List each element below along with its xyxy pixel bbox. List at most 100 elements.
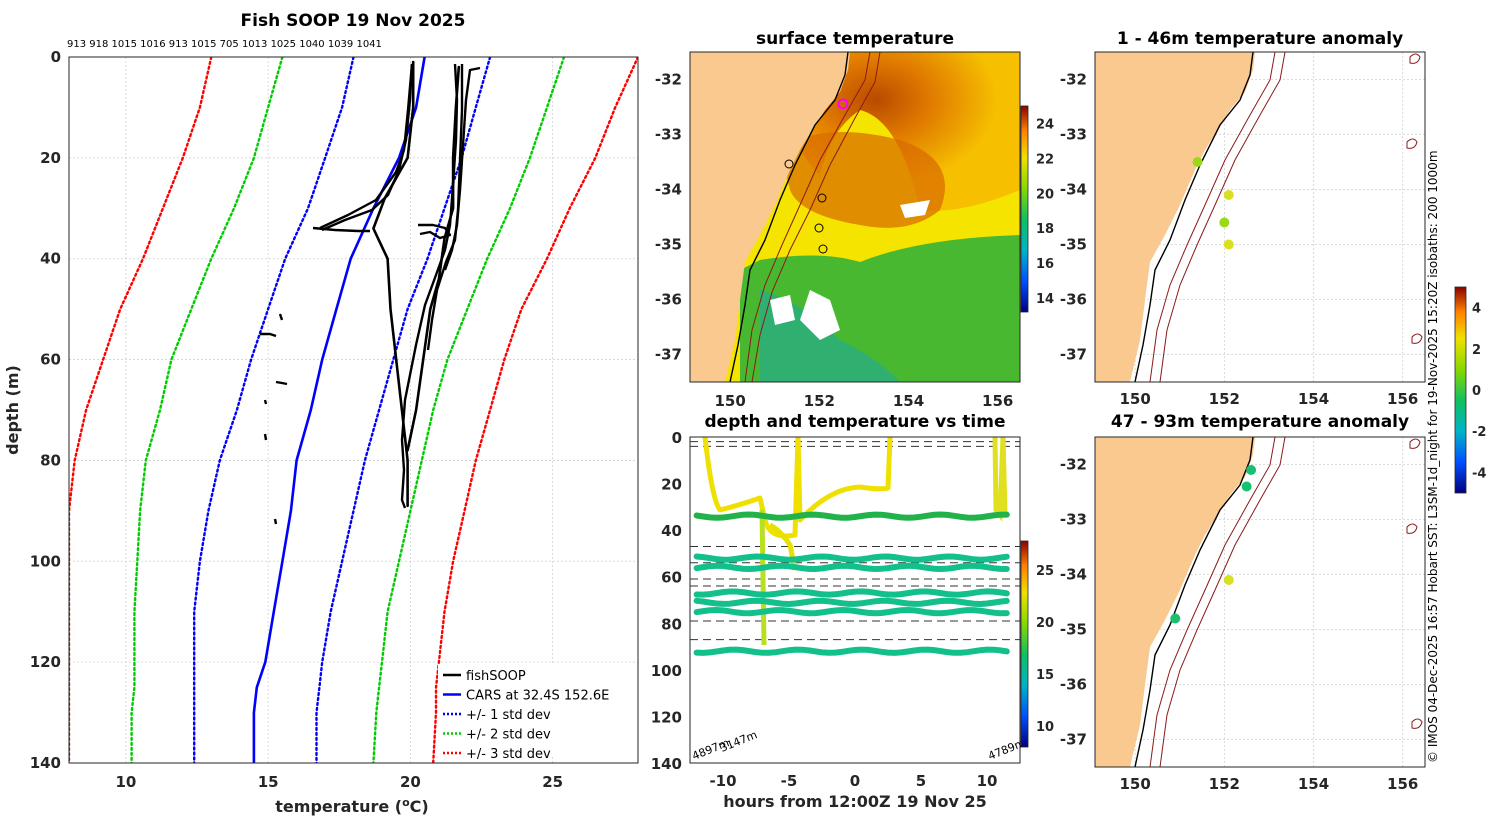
legend-label: +/- 1 std dev (466, 708, 551, 723)
map-lat-label: -32 (1060, 456, 1087, 474)
fishsoop-segment (400, 63, 459, 509)
timeplot-x-label: 0 (850, 772, 860, 790)
map-lon-label: 150 (1119, 775, 1150, 793)
sst-cbar-label: 20 (1036, 187, 1054, 202)
anomaly-shallow-panel: 1 - 46m temperature anomaly 150 152 154 156… (1060, 29, 1426, 408)
sst-station-marker (814, 223, 824, 233)
anomaly-point (1192, 157, 1203, 167)
timeplot-axes-frame (689, 436, 1021, 764)
sst-station-marker (784, 159, 794, 169)
profile-axes-frame (68, 56, 639, 764)
map-lon-label: 152 (1209, 775, 1240, 793)
series-line (372, 60, 415, 508)
fishsoop-segment (273, 518, 278, 525)
anomaly-seamount (1409, 53, 1421, 64)
profile-lines (69, 57, 638, 763)
timeplot-y-label: 120 (651, 708, 682, 726)
timeplot-title: depth and temperature vs time (705, 412, 1006, 432)
anomaly-land (1095, 52, 1255, 382)
anomaly-isobath (1149, 436, 1276, 768)
sst-axes-frame (689, 51, 1021, 383)
profile-grid (69, 56, 638, 764)
figure-side-note: © IMOS 04-Dec-2025 16:57 Hobart SST: L3S… (1426, 150, 1440, 763)
sst-coastline (729, 52, 849, 382)
sst-lat-label: -33 (655, 126, 682, 144)
anomaly-deep-panel: 47 - 93m temperature anomaly 150 152 154 15… (1060, 412, 1426, 793)
sst-lat-label: -37 (655, 346, 682, 364)
map-lat-label: -35 (1060, 621, 1087, 639)
y-tick-label: 20 (40, 149, 61, 167)
anomaly-cbar-label: -4 (1472, 466, 1486, 481)
sst-field-cool2 (760, 290, 900, 382)
x-tick-label: 15 (258, 773, 279, 791)
x-tick-label: 10 (115, 773, 136, 791)
y-tick-label: 80 (40, 451, 61, 469)
map-lat-label: -33 (1060, 126, 1087, 144)
sst-cbar-label: 18 (1036, 222, 1054, 237)
map-lat-label: -34 (1060, 181, 1087, 199)
y-tick-label: 60 (40, 351, 61, 369)
profile-axes-bg (69, 57, 638, 763)
x-tick-label: 20 (400, 773, 421, 791)
timeplot-depth-tracks (693, 511, 1010, 656)
anomaly-point (1223, 575, 1234, 585)
timeplot-xlabel: hours from 12:00Z 19 Nov 25 (723, 792, 986, 811)
timeplot-track (693, 511, 1010, 521)
map-lat-label: -33 (1060, 511, 1087, 529)
timeplot-x-label: -5 (781, 772, 798, 790)
fishsoop-segment (275, 380, 288, 386)
timeplot-y-label: 0 (672, 429, 682, 447)
map-lat-label: -36 (1060, 676, 1087, 694)
map-lon-label: 154 (1298, 775, 1329, 793)
sst-lon-label: 154 (893, 392, 924, 410)
sst-eddy-core (780, 132, 945, 228)
legend-label: +/- 3 std dev (466, 747, 551, 762)
anomaly-point (1223, 190, 1234, 200)
anomaly-cbar-label: 2 (1472, 343, 1481, 358)
anomaly-land (1095, 437, 1255, 767)
anomaly-seamount (1411, 333, 1423, 344)
timeplot-track (693, 588, 1010, 598)
anomaly-cbar-label: 0 (1472, 384, 1481, 399)
timeplot-track (693, 553, 1010, 563)
timeplot-x-label: -10 (709, 772, 736, 790)
sst-cloud-1 (800, 290, 840, 340)
fishsoop-segment (260, 332, 277, 338)
sst-isobath-200 (744, 52, 871, 382)
anomaly-coastline (1134, 436, 1254, 768)
timeplot-cbar-label: 25 (1036, 564, 1054, 579)
map-lon-label: 156 (1387, 390, 1418, 408)
sst-cbar-label: 24 (1036, 117, 1054, 132)
anomaly-point (1170, 613, 1181, 624)
timeplot-x-label: 5 (916, 772, 926, 790)
timeplot-y-label: 80 (661, 615, 682, 633)
y-tick-label: 140 (30, 754, 61, 772)
profile-title: Fish SOOP 19 Nov 2025 (241, 11, 466, 31)
timeplot-cbar-label: 15 (1036, 668, 1054, 683)
map-lat-label: -37 (1060, 346, 1087, 364)
anomaly-point (1223, 239, 1234, 250)
sst-map (690, 52, 1020, 382)
anomaly-point (1246, 465, 1257, 475)
fishsoop-segment (263, 399, 268, 405)
anomaly-axes-frame (1094, 51, 1426, 383)
sst-lat-label: -34 (655, 181, 682, 199)
fishsoop-segment (263, 433, 268, 441)
anomaly-isobath (1149, 51, 1276, 383)
fishsoop-segment (418, 223, 452, 240)
sst-isobath-1000 (751, 52, 881, 382)
sst-lon-label: 156 (982, 392, 1013, 410)
profile-legend: fishSOOP CARS at 32.4S 152.6E +/- 1 std de… (438, 664, 622, 762)
profile-xlabel: temperature (oC) (275, 796, 428, 816)
sst-lat-label: -35 (655, 236, 682, 254)
sst-lon-label: 152 (804, 392, 835, 410)
fishsoop-segment (312, 226, 370, 233)
timeplot-data (690, 437, 1020, 656)
sst-lat-label: -36 (655, 291, 682, 309)
series-line (432, 57, 638, 763)
y-tick-label: 120 (30, 653, 61, 671)
anomaly-deep-title: 47 - 93m temperature anomaly (1111, 412, 1409, 432)
timeplot-cbar-label: 10 (1036, 720, 1054, 735)
